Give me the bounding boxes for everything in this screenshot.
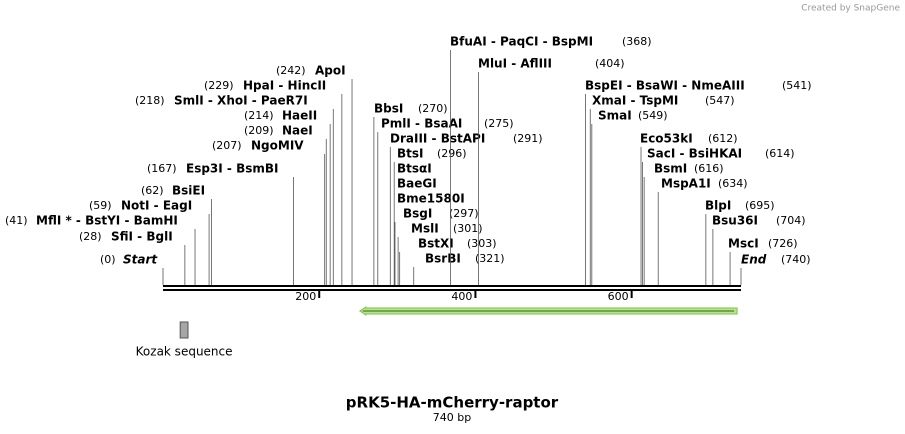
site-label: Start [123,253,158,267]
site-position: (41) [5,214,28,227]
site-label: Eco53kI [640,132,693,146]
site-position: (740) [781,253,811,266]
site-label: BstXI [418,237,454,251]
site-label: BsmI [654,162,687,176]
site-label: SmlI - XhoI - PaeR7I [174,94,308,108]
site-label: ApoI [315,64,346,78]
site-label: SfiI - BglI [111,230,173,244]
site-label: BtsI [397,147,424,161]
site-position: (695) [745,199,775,212]
site-position: (612) [708,132,738,145]
site-position: (297) [449,207,479,220]
site-position: (549) [638,109,668,122]
tick-label: 600 [608,290,629,303]
site-label: NgoMIV [251,139,304,153]
site-label: SmaI [598,109,632,123]
site-position: (321) [475,252,505,265]
site-position: (616) [694,162,724,175]
site-position: (404) [595,57,625,70]
site-label: BspEI - BsaWI - NmeAIII [585,79,745,93]
site-position: (368) [622,35,652,48]
feature-label: Kozak sequence [136,345,233,359]
site-label: BbsI [374,102,403,116]
site-position: (59) [89,199,112,212]
site-label: XmaI - TspMI [592,94,678,108]
site-label: End [741,253,767,267]
map-length: 740 bp [433,411,471,424]
feature-box [179,321,189,339]
site-position: (270) [418,102,448,115]
site-label: HaeII [282,109,317,123]
site-position: (242) [276,64,306,77]
site-label: BtsαI [397,162,432,176]
site-label: MslI [411,222,439,236]
site-label: BaeGI [397,177,437,191]
site-position: (634) [718,177,748,190]
site-position: (303) [467,237,497,250]
site-label: BlpI [705,199,731,213]
site-label: DraIII - BstAPI [390,132,485,146]
site-position: (209) [244,124,274,137]
site-position: (207) [212,139,242,152]
site-label: BsiEI [172,184,205,198]
site-label: BsgI [403,207,432,221]
site-label: MflI * - BstYI - BamHI [36,214,178,228]
site-label: MscI [728,237,759,251]
site-position: (275) [484,117,514,130]
site-label: BfuAI - PaqCI - BspMI [450,35,593,49]
tick-label: 400 [451,290,472,303]
site-label: MluI - AflIII [478,57,552,71]
site-position: (0) [100,253,116,266]
site-position: (296) [437,147,467,160]
site-position: (541) [782,79,812,92]
site-label: HpaI - HincII [243,79,326,93]
map-title: pRK5-HA-mCherry-raptor [346,394,559,412]
site-position: (229) [204,79,234,92]
site-position: (28) [79,230,102,243]
site-label: SacI - BsiHKAI [647,147,742,161]
site-position: (167) [147,162,177,175]
site-position: (726) [768,237,798,250]
tick-label: 200 [295,290,316,303]
site-label: BsrBI [425,252,461,266]
site-label: Bsu36I [712,214,758,228]
site-label: NotI - EagI [121,199,192,213]
site-position: (704) [776,214,806,227]
site-position: (218) [135,94,165,107]
site-label: NaeI [282,124,313,138]
site-position: (214) [244,109,274,122]
site-label: PmlI - BsaAI [381,117,462,131]
site-position: (547) [705,94,735,107]
site-position: (614) [765,147,795,160]
site-label: MspA1I [661,177,711,191]
site-label: Esp3I - BsmBI [186,162,278,176]
site-position: (301) [453,222,483,235]
credit: Created by SnapGene [801,4,900,14]
site-position: (62) [141,184,164,197]
site-position: (291) [513,132,543,145]
site-label: Bme1580I [397,192,465,206]
